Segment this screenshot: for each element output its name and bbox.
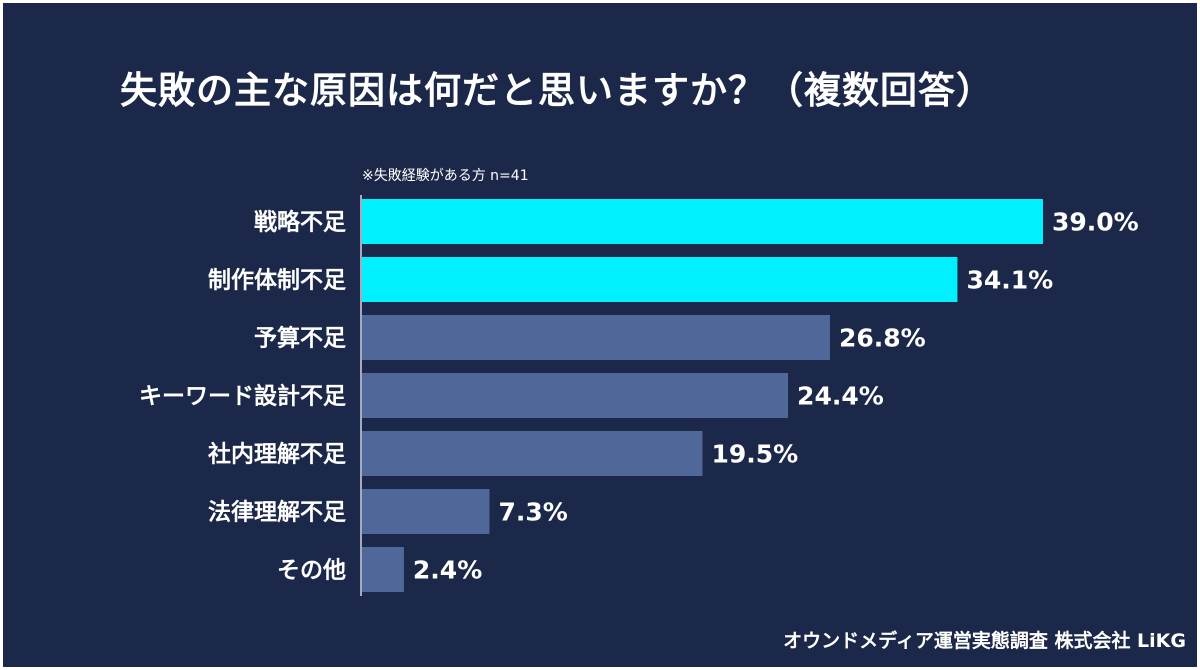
bar-5 (362, 431, 703, 476)
bar-4 (362, 373, 789, 418)
value-label-1: 39.0% (1052, 208, 1139, 237)
bar-3 (362, 315, 830, 360)
value-label-7: 2.4% (413, 556, 482, 585)
category-label-6: 法律理解不足 (208, 499, 346, 526)
category-label-1: 戦略不足 (254, 209, 346, 236)
category-label-2: 制作体制不足 (208, 268, 346, 294)
source-credit: オウンドメディア運営実態調査 株式会社 LiKG (783, 630, 1186, 652)
category-label-7: その他 (277, 558, 346, 584)
category-label-5: 社内理解不足 (208, 441, 346, 468)
category-label-3: 予算不足 (254, 325, 346, 352)
value-label-6: 7.3% (498, 498, 567, 527)
bar-2 (362, 257, 958, 302)
value-label-2: 34.1% (966, 266, 1053, 295)
category-label-4: キーワード設計不足 (139, 383, 346, 410)
chart-title: 失敗の主な原因は何だと思いますか？（複数回答） (120, 69, 994, 112)
value-label-4: 24.4% (797, 382, 884, 411)
value-label-3: 26.8% (839, 324, 926, 353)
value-label-5: 19.5% (712, 440, 799, 469)
sample-note: ※失敗経験がある方 n=41 (362, 168, 529, 184)
bar-7 (362, 547, 404, 592)
bar-1 (362, 199, 1043, 244)
bar-6 (362, 489, 490, 534)
